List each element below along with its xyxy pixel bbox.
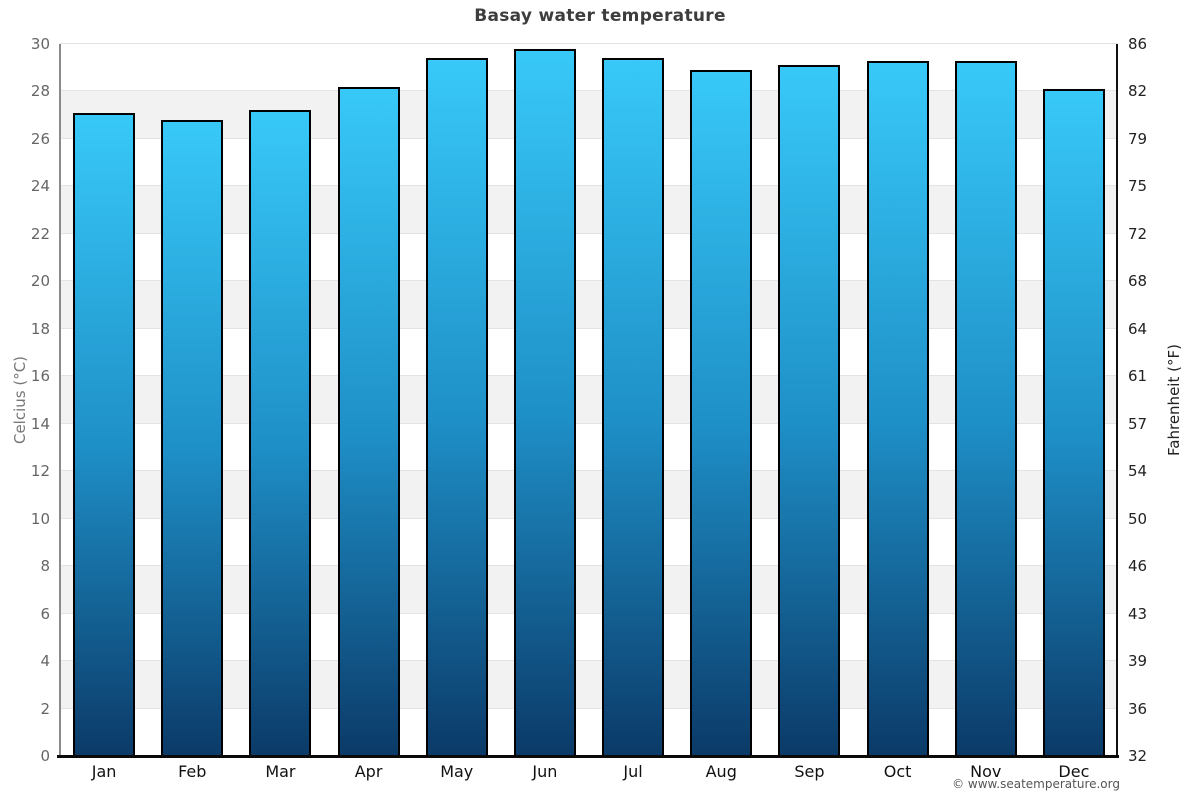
y-tick-right-79: 79 <box>1128 129 1148 148</box>
gridline-10 <box>60 517 1118 519</box>
y-tick-left-12: 12 <box>30 462 50 481</box>
grid-band-14-16 <box>60 376 1118 424</box>
grid-band-22-24 <box>60 186 1118 234</box>
x-tick-apr: Apr <box>354 762 383 781</box>
y-axis-right-spine <box>1116 44 1118 757</box>
x-tick-aug: Aug <box>705 762 737 781</box>
bar-feb <box>161 119 224 756</box>
y-axis-right-title: Fahrenheit (°F) <box>1165 344 1183 456</box>
y-tick-right-50: 50 <box>1128 509 1148 528</box>
bar-jan <box>73 112 136 756</box>
gridline-6 <box>60 612 1118 614</box>
y-tick-right-39: 39 <box>1128 652 1148 671</box>
bar-dec <box>1042 89 1105 756</box>
y-tick-right-46: 46 <box>1128 557 1148 576</box>
gridline-16 <box>60 375 1118 377</box>
gridline-18 <box>60 327 1118 329</box>
grid-band-6-8 <box>60 566 1118 614</box>
y-tick-left-6: 6 <box>40 604 50 623</box>
y-tick-left-20: 20 <box>30 272 50 291</box>
bar-jul <box>602 58 665 756</box>
y-tick-right-57: 57 <box>1128 414 1148 433</box>
gridline-22 <box>60 232 1118 234</box>
y-axis-left-spine <box>59 44 61 756</box>
x-tick-jan: Jan <box>91 762 117 781</box>
y-tick-left-30: 30 <box>30 35 50 53</box>
y-tick-left-4: 4 <box>40 652 50 671</box>
y-tick-left-2: 2 <box>40 699 50 718</box>
y-tick-right-36: 36 <box>1128 699 1148 718</box>
bar-oct <box>866 60 929 756</box>
bar-apr <box>337 86 400 756</box>
y-tick-right-43: 43 <box>1128 604 1148 623</box>
x-tick-oct: Oct <box>883 762 912 781</box>
y-tick-left-16: 16 <box>30 367 50 386</box>
gridline-2 <box>60 707 1118 709</box>
x-tick-dec: Dec <box>1058 762 1090 781</box>
y-tick-right-32: 32 <box>1128 747 1148 765</box>
grid-band-10-12 <box>60 471 1118 519</box>
y-tick-right-68: 68 <box>1128 272 1148 291</box>
gridline-14 <box>60 422 1118 424</box>
gridline-12 <box>60 470 1118 472</box>
x-tick-may: May <box>440 762 474 781</box>
x-tick-sep: Sep <box>794 762 825 781</box>
x-tick-feb: Feb <box>178 762 207 781</box>
gridline-4 <box>60 660 1118 662</box>
x-tick-jul: Jul <box>623 762 643 781</box>
y-tick-right-86: 86 <box>1128 35 1148 53</box>
grid-band-18-20 <box>60 281 1118 329</box>
grid-band-2-4 <box>60 661 1118 709</box>
x-tick-nov: Nov <box>970 762 1002 781</box>
y-tick-left-22: 22 <box>30 224 50 243</box>
gridline-20 <box>60 280 1118 282</box>
gridline-30 <box>60 43 1118 44</box>
y-tick-right-64: 64 <box>1128 319 1148 338</box>
y-tick-left-18: 18 <box>30 319 50 338</box>
grid-band-26-28 <box>60 91 1118 139</box>
bar-sep <box>778 65 841 756</box>
attribution: © www.seatemperature.org <box>952 777 1120 791</box>
y-tick-left-24: 24 <box>30 177 50 196</box>
y-axis-left-title: Celcius (°C) <box>11 355 29 445</box>
y-tick-left-0: 0 <box>40 747 50 765</box>
gridline-8 <box>60 565 1118 567</box>
bar-aug <box>690 70 753 756</box>
bar-may <box>425 58 488 756</box>
x-tick-mar: Mar <box>265 762 296 781</box>
gridline-26 <box>60 137 1118 139</box>
y-tick-right-54: 54 <box>1128 462 1148 481</box>
y-tick-left-10: 10 <box>30 509 50 528</box>
y-tick-right-72: 72 <box>1128 224 1148 243</box>
gridline-24 <box>60 185 1118 187</box>
x-axis-line <box>57 755 1119 758</box>
y-tick-right-61: 61 <box>1128 367 1148 386</box>
y-tick-left-26: 26 <box>30 129 50 148</box>
y-tick-right-75: 75 <box>1128 177 1148 196</box>
y-tick-right-82: 82 <box>1128 82 1148 101</box>
y-tick-left-14: 14 <box>30 414 50 433</box>
y-tick-left-28: 28 <box>30 82 50 101</box>
gridline-28 <box>60 90 1118 92</box>
chart-title: Basay water temperature <box>474 6 726 26</box>
bar-jun <box>513 48 576 756</box>
x-tick-jun: Jun <box>532 762 558 781</box>
y-tick-left-8: 8 <box>40 557 50 576</box>
plot-area <box>60 43 1118 756</box>
bar-nov <box>954 60 1017 756</box>
bar-mar <box>249 110 312 756</box>
